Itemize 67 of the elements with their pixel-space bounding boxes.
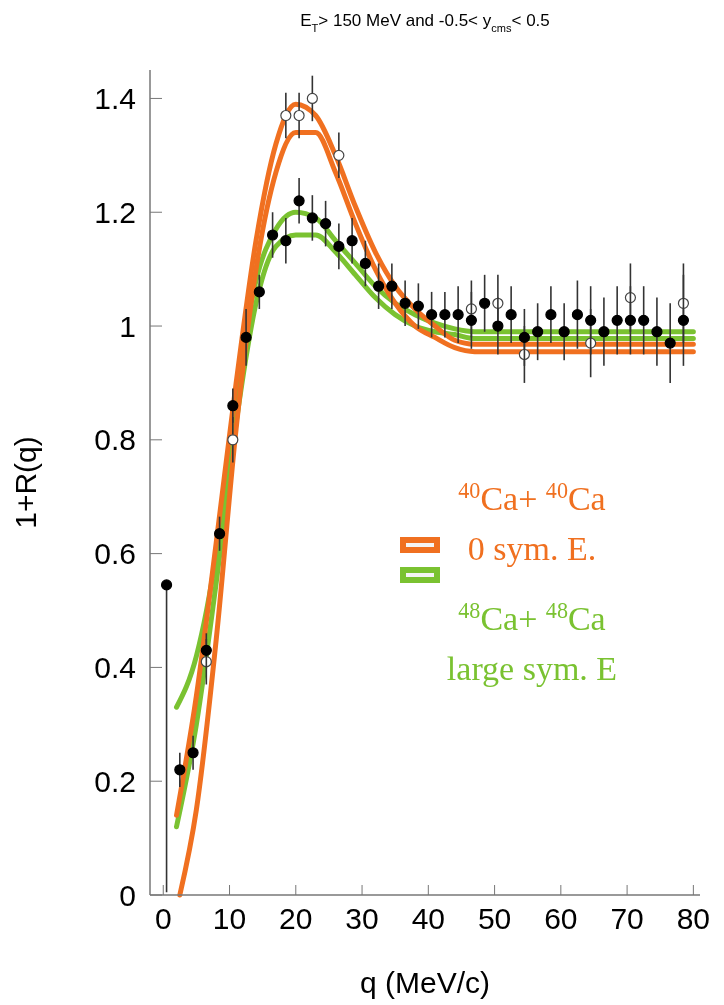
point bbox=[439, 309, 451, 321]
point bbox=[426, 309, 438, 321]
point bbox=[306, 212, 318, 224]
point bbox=[558, 326, 570, 338]
y-tick-label: 1.4 bbox=[94, 81, 136, 115]
x-tick-label: 50 bbox=[477, 902, 512, 935]
x-tick-label: 70 bbox=[610, 902, 644, 935]
point bbox=[611, 314, 623, 326]
point bbox=[253, 286, 265, 298]
y-tick-label: 0.6 bbox=[94, 537, 136, 571]
x-tick-label: 30 bbox=[345, 902, 379, 935]
y-axis-title: 1+R(q) bbox=[9, 436, 42, 529]
text: $^{48}$Ca+ $^{48}$Ca large sym. E bbox=[446, 597, 618, 687]
legend-label: $^{40}$Ca+ $^{40}$Ca 0 sym. E. bbox=[458, 477, 606, 567]
point bbox=[465, 314, 477, 326]
x-axis-title: q (MeV/c) bbox=[359, 966, 491, 999]
point bbox=[280, 235, 292, 247]
y-tick-label: 0.4 bbox=[94, 650, 136, 684]
x-tick-label: 80 bbox=[676, 902, 711, 935]
point bbox=[333, 149, 345, 161]
point bbox=[280, 109, 292, 122]
y-tick-label: 0 bbox=[119, 878, 136, 912]
x-tick-label: 0 bbox=[154, 902, 172, 935]
point bbox=[638, 314, 650, 326]
point bbox=[651, 326, 663, 338]
point bbox=[545, 309, 557, 321]
point bbox=[306, 92, 318, 105]
point bbox=[320, 218, 332, 230]
point bbox=[293, 195, 305, 207]
y-tick-label: 1.2 bbox=[94, 195, 136, 229]
point bbox=[585, 314, 597, 326]
y-tick-label: 0.2 bbox=[94, 764, 136, 798]
point bbox=[412, 300, 424, 312]
y-tick-label: 0.8 bbox=[94, 423, 136, 457]
point bbox=[373, 280, 385, 292]
point bbox=[359, 257, 371, 270]
x-tick-label: 10 bbox=[212, 902, 247, 935]
point bbox=[571, 309, 584, 321]
point bbox=[293, 109, 305, 122]
point bbox=[386, 280, 398, 292]
point bbox=[518, 331, 530, 344]
point bbox=[174, 764, 186, 776]
point bbox=[677, 314, 690, 326]
point bbox=[187, 747, 199, 759]
x-tick-label: 60 bbox=[544, 902, 578, 935]
point bbox=[200, 644, 212, 656]
point bbox=[227, 434, 239, 446]
point bbox=[598, 326, 610, 338]
x-tick-label: 40 bbox=[411, 902, 445, 935]
point bbox=[213, 528, 226, 540]
point bbox=[399, 297, 411, 309]
point bbox=[346, 235, 358, 247]
point bbox=[240, 331, 252, 344]
point bbox=[452, 309, 464, 321]
x-tick-label: 20 bbox=[279, 902, 313, 935]
chart-title: E$_{T}$> 150 MeV and -0.5< y$_{cms}$< 0.5 bbox=[300, 11, 550, 34]
point bbox=[266, 229, 279, 241]
point bbox=[333, 240, 345, 252]
y-tick-label: 1 bbox=[119, 309, 136, 343]
point bbox=[505, 309, 517, 321]
point bbox=[532, 326, 544, 338]
point bbox=[624, 314, 637, 326]
point bbox=[492, 320, 504, 332]
point bbox=[479, 297, 491, 309]
point bbox=[160, 579, 173, 591]
point bbox=[227, 400, 239, 412]
point bbox=[664, 337, 676, 349]
